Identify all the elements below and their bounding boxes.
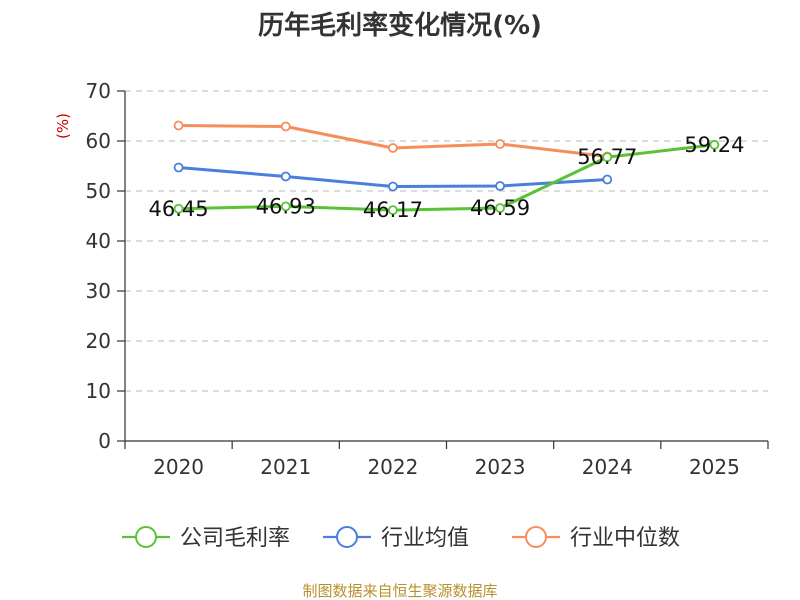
- data-labels: 46.45 46.93 46.17 46.59 56.77 59.24: [149, 133, 745, 222]
- x-tick-labels: 2020 2021 2022 2023 2024 2025: [153, 455, 740, 479]
- data-label: 46.59: [470, 196, 530, 220]
- y-tick-label: 10: [86, 379, 111, 403]
- y-axis-label: (%): [54, 113, 72, 139]
- data-label: 46.45: [149, 197, 209, 221]
- legend-item-1[interactable]: 行业均值: [323, 526, 469, 551]
- legend-marker: [135, 526, 157, 548]
- grid-lines: [125, 90, 768, 392]
- series-point[interactable]: [173, 203, 184, 214]
- y-tick-label: 70: [86, 79, 111, 103]
- legend-marker: [336, 526, 358, 548]
- axes: [117, 90, 769, 449]
- series-point[interactable]: [173, 120, 184, 131]
- y-tick-label: 40: [86, 229, 111, 253]
- x-tick-label: 2024: [582, 455, 633, 479]
- y-tick-label: 60: [86, 129, 111, 153]
- series-point[interactable]: [388, 143, 398, 153]
- y-tick-label: 50: [86, 179, 111, 203]
- data-label: 59.24: [684, 133, 744, 157]
- legend-item-0[interactable]: 公司毛利率: [122, 526, 290, 551]
- legend-label: 公司毛利率: [180, 526, 290, 551]
- series-point[interactable]: [280, 121, 291, 132]
- series-point[interactable]: [280, 171, 291, 182]
- chart-title: 历年毛利率变化情况(%): [258, 10, 542, 41]
- data-label: 56.77: [577, 145, 637, 169]
- series-point[interactable]: [495, 203, 505, 213]
- series-layer: [173, 120, 720, 216]
- x-tick-label: 2021: [260, 455, 311, 479]
- series-point[interactable]: [495, 181, 505, 191]
- legend[interactable]: 公司毛利率 行业均值 行业中位数: [122, 526, 680, 551]
- series-point[interactable]: [602, 174, 613, 185]
- series-point[interactable]: [495, 139, 505, 149]
- y-tick-labels: 0 10 20 30 40 50 60 70: [86, 79, 111, 453]
- series-point[interactable]: [280, 201, 291, 212]
- y-tick-label: 20: [86, 329, 111, 353]
- series-point[interactable]: [388, 181, 398, 192]
- x-tick-label: 2023: [475, 455, 526, 479]
- data-label: 46.93: [256, 194, 316, 218]
- y-tick-label: 0: [98, 429, 111, 453]
- series-1: [173, 162, 613, 192]
- series-point[interactable]: [709, 139, 720, 150]
- legend-item-2[interactable]: 行业中位数: [512, 526, 680, 551]
- x-tick-label: 2020: [153, 455, 204, 479]
- series-2: [173, 120, 613, 162]
- series-point[interactable]: [602, 152, 613, 163]
- legend-label: 行业中位数: [570, 526, 680, 551]
- x-tick-label: 2025: [689, 455, 740, 479]
- data-label: 46.17: [363, 198, 423, 222]
- source-note: 制图数据来自恒生聚源数据库: [302, 582, 497, 600]
- series-line: [178, 143, 715, 212]
- legend-marker: [525, 526, 547, 548]
- series-point[interactable]: [173, 162, 184, 173]
- legend-label: 行业均值: [381, 526, 469, 551]
- series-point[interactable]: [388, 205, 398, 216]
- x-tick-label: 2022: [367, 455, 418, 479]
- y-tick-label: 30: [86, 279, 111, 303]
- series-0: [173, 139, 720, 216]
